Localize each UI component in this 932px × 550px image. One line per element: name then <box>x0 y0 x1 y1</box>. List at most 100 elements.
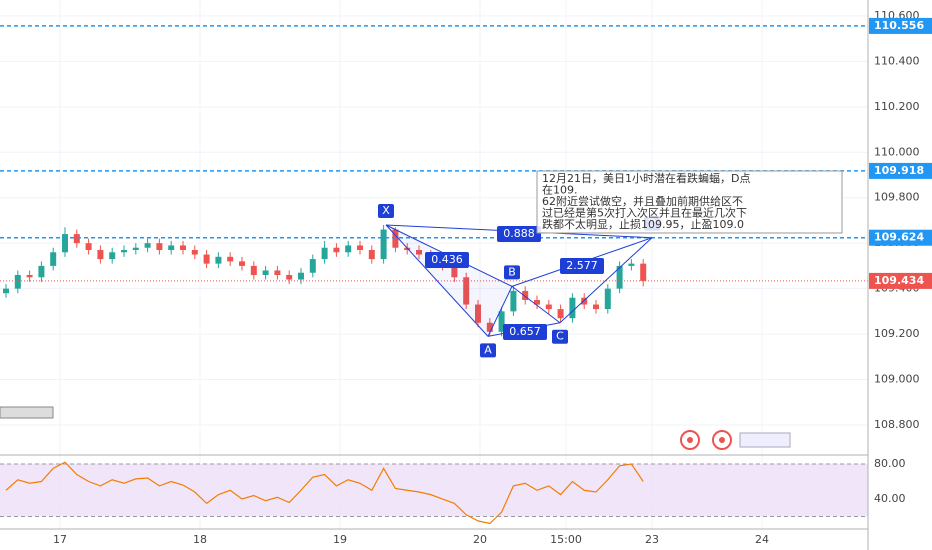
candle-body <box>73 234 80 244</box>
candle-body <box>522 290 529 300</box>
candle-body <box>321 247 328 260</box>
y-tick-label: 109.200 <box>874 327 920 340</box>
x-tick-label: 15:00 <box>550 533 582 546</box>
x-tick-label: 19 <box>333 533 347 546</box>
y-tick-label: 108.800 <box>874 418 920 431</box>
candle-body <box>62 234 68 253</box>
annotation-box <box>536 170 843 234</box>
candle-body <box>121 250 127 253</box>
candle-body <box>534 300 540 305</box>
candle-body <box>333 247 340 253</box>
candle-body <box>262 270 269 275</box>
annotation-line: 在109. <box>542 184 578 197</box>
candle-body <box>616 265 623 289</box>
annotation-line: 过已经是第5次打入次区并且在最近几次下 <box>542 206 747 220</box>
candle-body <box>498 311 505 332</box>
x-tick-label: 23 <box>645 533 659 546</box>
ratio-box <box>503 324 547 340</box>
pattern-point-label: X <box>382 204 390 217</box>
candle-body <box>191 250 198 255</box>
price-label: 109.624 <box>874 231 924 244</box>
pattern-leg <box>559 237 653 324</box>
ratio-label: 0.436 <box>431 253 463 266</box>
candle-body <box>380 229 387 260</box>
ratio-box <box>497 226 541 242</box>
price-label-box <box>869 17 932 34</box>
indicator-icons <box>680 430 791 450</box>
candle-body <box>557 309 564 319</box>
candle-body <box>50 252 57 266</box>
candle-body <box>628 263 635 266</box>
candle-body <box>545 304 552 310</box>
candle-body <box>156 243 163 250</box>
y-tick-label: 110.000 <box>874 145 920 158</box>
icon-dot <box>687 437 693 443</box>
candle-body <box>38 265 45 278</box>
candle-body <box>357 245 363 250</box>
pattern-point-box <box>480 343 496 358</box>
y-tick-label: 40.00 <box>874 492 906 505</box>
candle-body <box>250 265 257 275</box>
ratio-label: 0.888 <box>503 227 535 240</box>
candle-body <box>274 270 281 275</box>
icon[interactable] <box>739 432 791 448</box>
pattern-leg <box>511 285 561 324</box>
pattern-point-label: A <box>484 343 492 356</box>
ratio-label: 0.657 <box>509 325 541 338</box>
candle-body <box>463 277 470 305</box>
pattern-leg <box>385 224 489 337</box>
candle-body <box>451 265 458 278</box>
annotation-line: 跌都不太明显，止损109.95，止盈109.0 <box>542 217 744 231</box>
price-label-box <box>869 272 932 289</box>
candle-body <box>168 245 175 250</box>
icon[interactable] <box>712 430 732 450</box>
candle-body <box>604 288 611 310</box>
candle-body <box>26 275 33 278</box>
candle-body <box>368 250 375 260</box>
y-tick-label: 109.800 <box>874 191 920 204</box>
price-label: 109.918 <box>874 164 924 177</box>
icon[interactable] <box>680 430 700 450</box>
x-tick-label: 20 <box>473 533 487 546</box>
y-tick-label: 110.200 <box>874 100 920 113</box>
candle-body <box>239 261 245 266</box>
candle-body <box>132 247 139 250</box>
y-tick-label: 109.000 <box>874 373 920 386</box>
candle-body <box>298 272 304 280</box>
candle-body <box>581 297 588 305</box>
pattern-point-box <box>552 329 568 344</box>
pattern-point-box <box>504 265 520 280</box>
price-label: 109.434 <box>874 274 924 287</box>
pattern-point-label: C <box>556 330 564 343</box>
candle-body <box>97 250 104 260</box>
pattern-fill <box>386 225 512 337</box>
ratio-box <box>425 252 469 268</box>
candle-body <box>510 290 517 312</box>
candle-body <box>486 322 493 332</box>
x-tick-label: 17 <box>53 533 67 546</box>
candle-body <box>144 243 151 248</box>
price-label-box <box>869 162 932 179</box>
candle-body <box>640 263 647 281</box>
icon-dot <box>719 437 725 443</box>
rsi-line <box>5 461 644 525</box>
x-tick-label: 18 <box>193 533 207 546</box>
candle-body <box>345 245 352 253</box>
candle-body <box>227 256 234 262</box>
legend-stub[interactable] <box>0 406 54 419</box>
candle-body <box>569 297 576 319</box>
pattern-point-box <box>378 204 394 218</box>
candle-body <box>593 304 599 310</box>
candle-body <box>286 275 293 280</box>
annotation-line: 12月21日，美日1小时潜在看跌蝙蝠，D点 <box>542 171 750 185</box>
candle-body <box>309 259 316 273</box>
annotation-line: 62附近尝试做空，并且叠加前期供给区不 <box>542 194 743 208</box>
y-tick-label: 80.00 <box>874 457 906 470</box>
pattern-leg <box>487 286 513 337</box>
candle-body <box>203 254 210 264</box>
ratio-label: 2.577 <box>566 259 598 272</box>
price-label-box <box>869 229 932 246</box>
candle-body <box>215 256 222 264</box>
rsi-band <box>0 464 868 517</box>
y-tick-label: 110.400 <box>874 54 920 67</box>
